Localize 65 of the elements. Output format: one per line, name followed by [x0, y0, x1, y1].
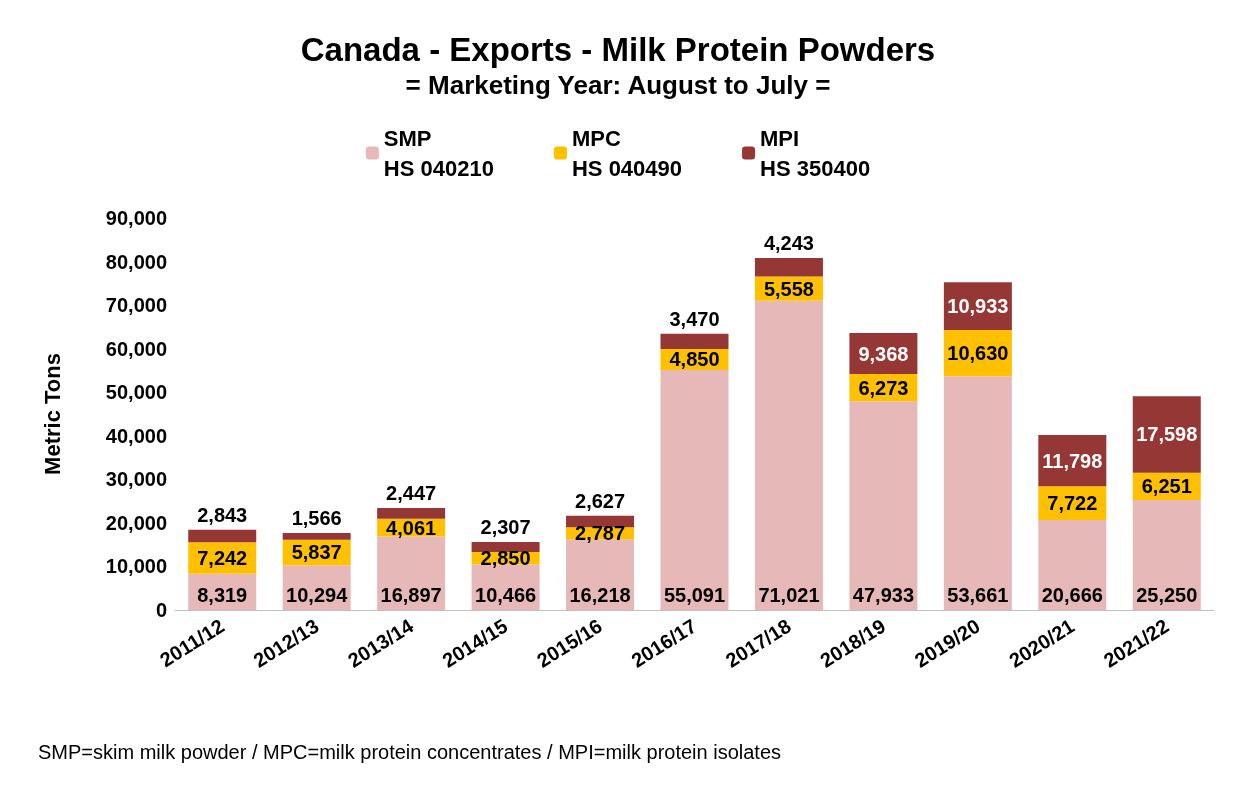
- bar: [1038, 519, 1107, 610]
- bar: [282, 532, 351, 540]
- bar: [471, 541, 540, 552]
- bar: [660, 370, 729, 610]
- data-label: 2,627: [575, 489, 626, 512]
- bar: [188, 529, 257, 543]
- data-label: 2,307: [480, 515, 531, 538]
- data-label: 2,787: [575, 522, 626, 545]
- data-label: 2,447: [386, 482, 437, 505]
- y-tick-label: 30,000: [105, 468, 167, 491]
- bar: [943, 376, 1012, 610]
- bar: [377, 536, 446, 610]
- legend-label: MPI HS 350400: [760, 125, 871, 181]
- bar: [377, 508, 446, 519]
- data-label: 7,722: [1047, 492, 1098, 515]
- data-label: 25,250: [1136, 584, 1198, 606]
- data-label: 10,466: [475, 584, 537, 606]
- data-label: 4,850: [669, 348, 720, 371]
- text: SMP=skim milk powder / MPC=milk protein concentrates / MPI=milk protein isolates: [38, 741, 782, 763]
- data-label: 5,837: [291, 541, 342, 564]
- data-label: 16,897: [380, 584, 442, 606]
- data-label: 6,251: [1141, 475, 1192, 498]
- data-label: 20,666: [1041, 584, 1103, 606]
- data-label: 55,091: [663, 584, 726, 606]
- chart-subtitle: = Marketing Year: August to July =: [405, 70, 831, 100]
- data-label: 71,021: [758, 584, 820, 606]
- y-tick-label: 90,000: [105, 207, 167, 229]
- chart-title: Canada - Exports - Milk Protein Powders: [300, 31, 936, 68]
- legend-label: MPC HS 040490: [571, 125, 683, 181]
- data-label: 53,661: [947, 584, 1009, 606]
- data-label: 8,319: [197, 584, 248, 606]
- data-label: 4,243: [763, 231, 814, 254]
- y-tick-label: 10,000: [105, 555, 167, 578]
- data-label: 17,598: [1136, 423, 1198, 446]
- data-label: 11,798: [1042, 449, 1103, 472]
- bar: [754, 257, 823, 277]
- bar: [1132, 396, 1201, 473]
- data-label: 7,242: [197, 546, 248, 569]
- y-axis-title: Metric Tons: [39, 353, 65, 475]
- y-tick-label: 50,000: [105, 381, 167, 404]
- data-label: 4,061: [386, 516, 437, 539]
- data-label: 16,218: [569, 584, 631, 606]
- bar: [660, 333, 729, 349]
- data-label: 6,273: [858, 376, 909, 399]
- y-tick-label: 60,000: [105, 337, 167, 360]
- data-label: 10,933: [947, 295, 1009, 318]
- y-tick-label: 40,000: [105, 424, 167, 447]
- y-tick-label: 70,000: [105, 294, 167, 317]
- y-tick-label: 20,000: [105, 511, 167, 534]
- data-label: 47,933: [852, 584, 914, 606]
- data-label: 10,630: [947, 342, 1009, 365]
- data-label: 2,843: [197, 503, 248, 526]
- legend-label: SMP HS 040210: [383, 125, 494, 181]
- y-tick-label: 0: [155, 599, 167, 621]
- bar: [566, 515, 635, 528]
- data-label: 5,558: [763, 277, 814, 300]
- bar: [1132, 500, 1201, 610]
- data-label: 1,566: [291, 506, 342, 529]
- data-label: 2,850: [480, 547, 531, 570]
- data-label: 10,294: [286, 584, 349, 606]
- data-label: 9,368: [858, 342, 909, 365]
- data-label: 3,470: [669, 307, 720, 330]
- bar: [849, 401, 918, 610]
- y-tick-label: 80,000: [105, 250, 167, 273]
- bar: [754, 300, 823, 610]
